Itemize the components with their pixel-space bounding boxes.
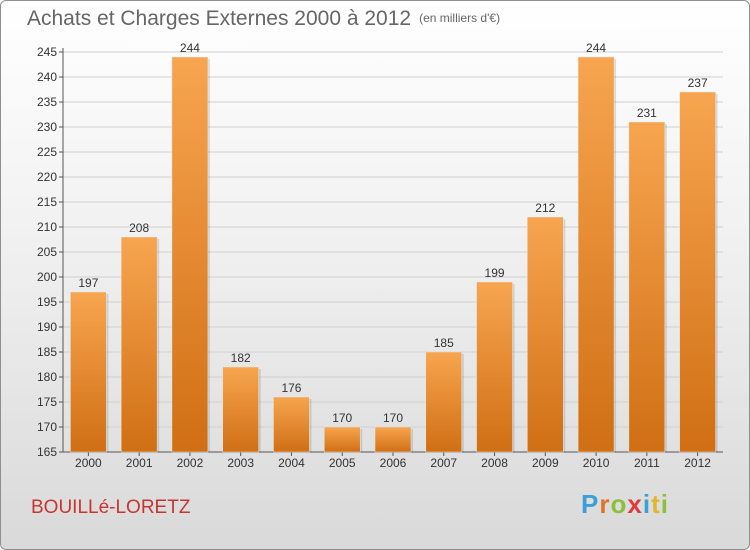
logo-letter: i <box>660 489 669 519</box>
y-tick-label: 245 <box>37 45 57 59</box>
value-label-2003: 182 <box>231 351 251 365</box>
x-tick-label-2005: 2005 <box>329 456 356 470</box>
y-tick-label: 210 <box>37 220 57 234</box>
value-label-2011: 231 <box>637 106 657 120</box>
x-tick-label-2003: 2003 <box>227 456 254 470</box>
bar-2002 <box>171 56 209 453</box>
bar-2003 <box>222 366 259 453</box>
value-label-2008: 199 <box>485 266 505 280</box>
logo-letter: r <box>599 489 611 519</box>
bar-2010 <box>577 56 615 453</box>
bar-2007 <box>425 351 463 453</box>
y-tick-label: 185 <box>37 345 57 359</box>
x-tick-label-2000: 2000 <box>75 456 102 470</box>
y-tick-label: 170 <box>37 420 57 434</box>
x-tick-label-2001: 2001 <box>126 456 153 470</box>
value-label-2012: 237 <box>688 76 708 90</box>
value-label-2007: 185 <box>434 336 454 350</box>
x-tick-label-2006: 2006 <box>380 456 407 470</box>
bar-2008 <box>476 281 513 453</box>
value-label-2002: 244 <box>180 41 200 55</box>
y-tick-label: 225 <box>37 145 57 159</box>
bar-2009 <box>527 216 564 453</box>
bar-2011 <box>628 121 666 453</box>
value-label-2009: 212 <box>535 201 555 215</box>
location-name: BOUILLé-LORETZ <box>31 497 191 518</box>
bar-2001 <box>120 236 158 453</box>
bar-2004 <box>273 396 310 453</box>
y-tick-label: 175 <box>37 395 57 409</box>
x-tick-label-2011: 2011 <box>634 456 660 470</box>
value-label-2001: 208 <box>129 221 149 235</box>
y-tick-label: 205 <box>37 245 57 259</box>
y-tick-label: 165 <box>37 445 57 459</box>
chart-title-text: Achats et Charges Externes 2000 à 2012 <box>27 7 412 30</box>
chart-unit: (en milliers d'€) <box>419 11 501 25</box>
y-tick-label: 195 <box>37 295 57 309</box>
y-tick-label: 180 <box>37 370 57 384</box>
logo-letter: t <box>651 489 661 519</box>
bar-2006 <box>374 426 412 453</box>
value-label-2010: 244 <box>586 41 606 55</box>
x-tick-label-2009: 2009 <box>532 456 559 470</box>
bar-2000 <box>70 291 107 453</box>
y-tick-label: 215 <box>37 195 57 209</box>
bar-2012 <box>679 91 716 453</box>
x-tick-label-2008: 2008 <box>481 456 508 470</box>
value-label-2005: 170 <box>332 411 352 425</box>
x-tick-label-2010: 2010 <box>583 456 610 470</box>
y-tick-label: 200 <box>37 270 57 284</box>
x-tick-label-2004: 2004 <box>278 456 305 470</box>
value-label-2004: 176 <box>281 381 301 395</box>
y-tick-label: 235 <box>37 95 57 109</box>
chart-title: Achats et Charges Externes 2000 à 2012 (e… <box>27 7 500 31</box>
x-tick-label-2012: 2012 <box>684 456 711 470</box>
y-tick-label: 220 <box>37 170 57 184</box>
logo-letter: P <box>581 489 600 519</box>
y-tick-label: 230 <box>37 120 57 134</box>
value-label-2006: 170 <box>383 411 403 425</box>
proxiti-logo: Proxiti <box>581 489 669 520</box>
x-tick-label-2007: 2007 <box>430 456 457 470</box>
logo-letter: x <box>627 489 643 519</box>
x-tick-label-2002: 2002 <box>177 456 204 470</box>
value-label-2000: 197 <box>78 276 98 290</box>
y-tick-label: 240 <box>37 70 57 84</box>
y-tick-label: 190 <box>37 320 57 334</box>
logo-letter: o <box>610 489 628 519</box>
logo-letter: i <box>642 489 652 519</box>
bar-2005 <box>323 426 361 453</box>
